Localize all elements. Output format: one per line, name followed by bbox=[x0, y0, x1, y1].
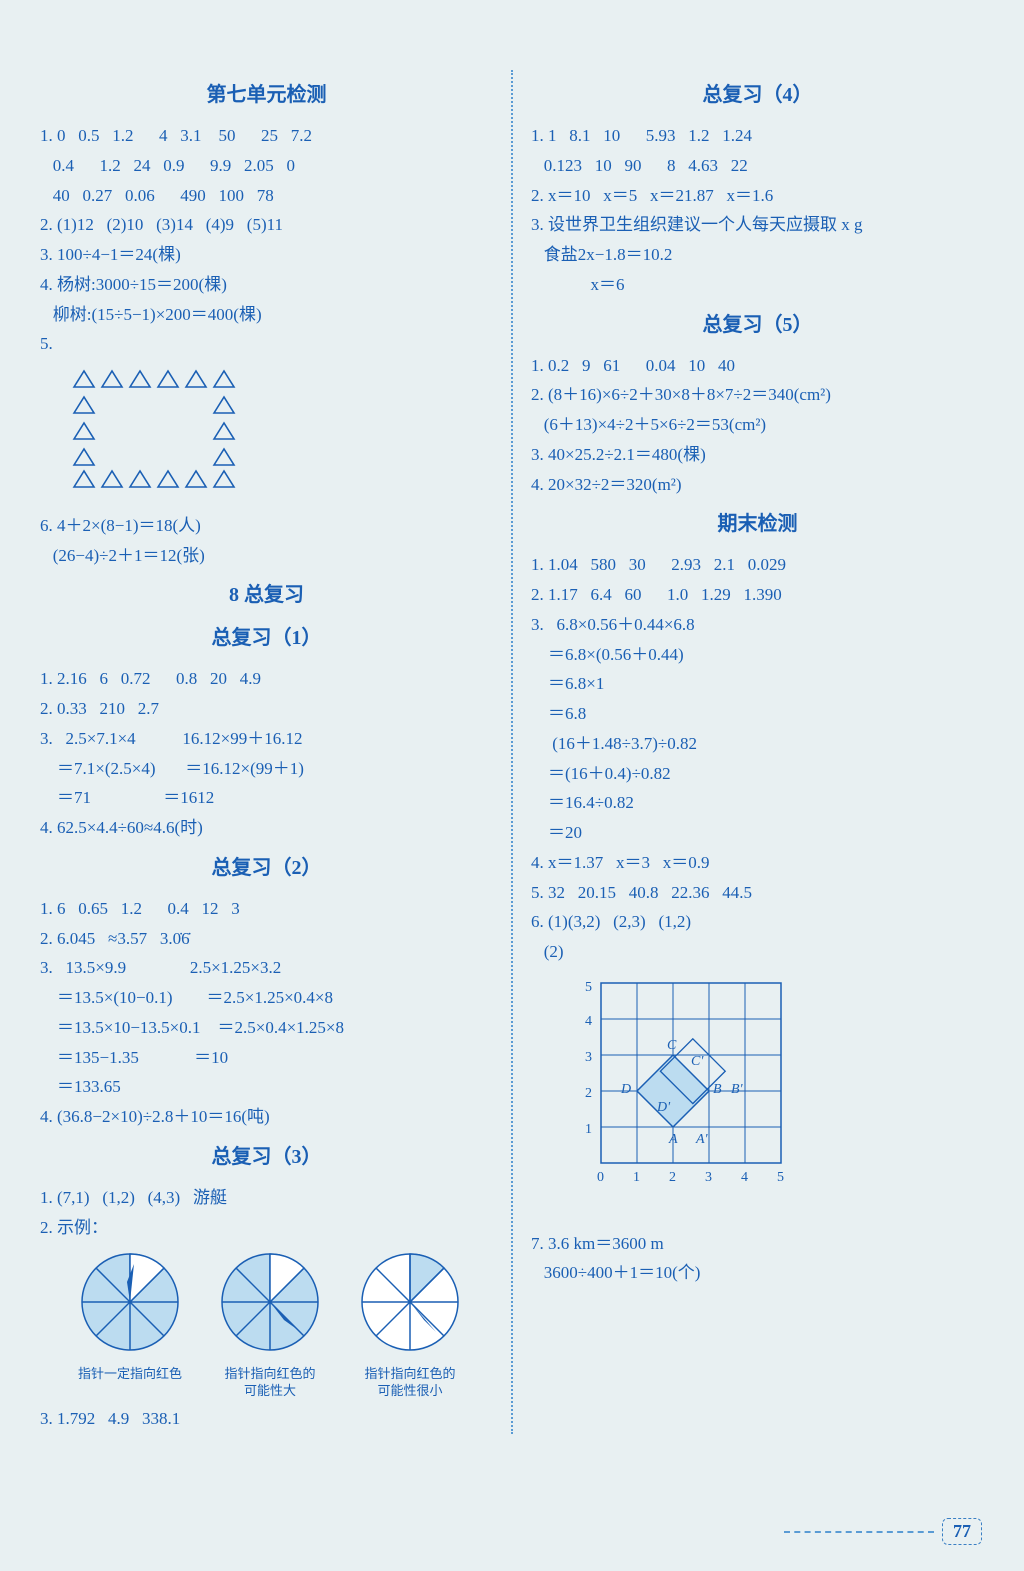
yl4: 4 bbox=[585, 1014, 592, 1029]
ch8-title: 8 总复习 bbox=[40, 578, 493, 613]
f-q7b: 3600÷400＋1＝10(个) bbox=[531, 1258, 984, 1288]
f-q3b: ＝6.8×(0.56＋0.44) bbox=[531, 640, 984, 670]
u7-q6a: 6. 4＋2×(8−1)＝18(人) bbox=[40, 511, 493, 541]
r5-q3: 3. 40×25.2÷2.1＝480(棵) bbox=[531, 440, 984, 470]
r4-q3a: 3. 设世界卫生组织建议一个人每天应摄取 x g bbox=[531, 210, 984, 240]
review2-title: 总复习（2） bbox=[40, 851, 493, 886]
r1-q3b: ＝7.1×(2.5×4) ＝16.12×(99＋1) bbox=[40, 754, 493, 784]
u7-q1a: 1. 0 0.5 1.2 4 3.1 50 25 7.2 bbox=[40, 121, 493, 151]
review1-title: 总复习（1） bbox=[40, 621, 493, 656]
f-q3e: (16＋1.48÷3.7)÷0.82 bbox=[531, 729, 984, 759]
f-q3c: ＝6.8×1 bbox=[531, 669, 984, 699]
page-number: 77 bbox=[942, 1518, 982, 1545]
r5-q2a: 2. (8＋16)×6÷2＋30×8＋8×7÷2＝340(cm²) bbox=[531, 380, 984, 410]
r2-q1: 1. 6 0.65 1.2 0.4 12 3 bbox=[40, 894, 493, 924]
r4-q3b: 食盐2x−1.8＝10.2 bbox=[531, 240, 984, 270]
lbl-C: C bbox=[667, 1038, 677, 1053]
r5-q1: 1. 0.2 9 61 0.04 10 40 bbox=[531, 351, 984, 381]
yl1: 1 bbox=[585, 1122, 592, 1137]
review4-title: 总复习（4） bbox=[531, 78, 984, 113]
r1-q4: 4. 62.5×4.4÷60≈4.6(时) bbox=[40, 813, 493, 843]
u7-q5-label: 5. bbox=[40, 329, 493, 359]
yl3: 3 bbox=[585, 1050, 592, 1065]
r2-q3c: ＝13.5×10−13.5×0.1 ＝2.5×0.4×1.25×8 bbox=[40, 1013, 493, 1043]
f-q3h: ＝20 bbox=[531, 818, 984, 848]
r1-q1: 1. 2.16 6 0.72 0.8 20 4.9 bbox=[40, 664, 493, 694]
xl0: 0 bbox=[597, 1170, 604, 1185]
f-q1: 1. 1.04 580 30 2.93 2.1 0.029 bbox=[531, 550, 984, 580]
r2-q4: 4. (36.8−2×10)÷2.8＋10＝16(吨) bbox=[40, 1102, 493, 1132]
pie3-caption: 指针指向红色的 可能性很小 bbox=[350, 1366, 470, 1400]
lbl-Ap: A' bbox=[695, 1132, 709, 1147]
r3-q2: 2. 示例： bbox=[40, 1213, 493, 1243]
pie3-wrap: 指针指向红色的 可能性很小 bbox=[350, 1252, 470, 1400]
u7-q3: 3. 100÷4−1＝24(棵) bbox=[40, 240, 493, 270]
r4-q2: 2. x＝10 x＝5 x＝21.87 x＝1.6 bbox=[531, 181, 984, 211]
pie1-wrap: 指针一定指向红色 bbox=[70, 1252, 190, 1400]
lbl-Bp: B' bbox=[731, 1082, 744, 1097]
coord-grid-diagram: A A' B B' C C' D D' 0 1 2 3 4 5 1 bbox=[571, 973, 811, 1213]
u7-q6b: (26−4)÷2＋1＝12(张) bbox=[40, 541, 493, 571]
footer-dash bbox=[784, 1531, 934, 1533]
r2-q3a: 3. 13.5×9.9 2.5×1.25×3.2 bbox=[40, 953, 493, 983]
page-root: 第七单元检测 1. 0 0.5 1.2 4 3.1 50 25 7.2 0.4 … bbox=[0, 0, 1024, 1474]
r5-q4: 4. 20×32÷2＝320(m²) bbox=[531, 470, 984, 500]
pie2-caption: 指针指向红色的 可能性大 bbox=[210, 1366, 330, 1400]
u7-q4a: 4. 杨树:3000÷15＝200(棵) bbox=[40, 270, 493, 300]
lbl-D: D bbox=[620, 1082, 631, 1097]
r1-q3a: 3. 2.5×7.1×4 16.12×99＋16.12 bbox=[40, 724, 493, 754]
r3-q1: 1. (7,1) (1,2) (4,3) 游艇 bbox=[40, 1183, 493, 1213]
pie1-caption: 指针一定指向红色 bbox=[70, 1366, 190, 1383]
yl5: 5 bbox=[585, 980, 592, 995]
u7-q1c: 40 0.27 0.06 490 100 78 bbox=[40, 181, 493, 211]
pie-row: 指针一定指向红色 指针指向红色的 可能性大 bbox=[70, 1252, 493, 1400]
r2-q3d: ＝135−1.35 ＝10 bbox=[40, 1043, 493, 1073]
review3-title: 总复习（3） bbox=[40, 1140, 493, 1175]
pie2-icon bbox=[220, 1252, 320, 1352]
xl4: 4 bbox=[741, 1170, 748, 1185]
f-q3a: 3. 6.8×0.56＋0.44×6.8 bbox=[531, 610, 984, 640]
u7-q1b: 0.4 1.2 24 0.9 9.9 2.05 0 bbox=[40, 151, 493, 181]
final-exam-title: 期末检测 bbox=[531, 507, 984, 542]
column-divider bbox=[511, 70, 513, 1434]
r4-q1b: 0.123 10 90 8 4.63 22 bbox=[531, 151, 984, 181]
lbl-Dp: D' bbox=[656, 1100, 671, 1115]
xl2: 2 bbox=[669, 1170, 676, 1185]
xl5: 5 bbox=[777, 1170, 784, 1185]
lbl-Cp: C' bbox=[691, 1054, 704, 1069]
r1-q3c: ＝71 ＝1612 bbox=[40, 783, 493, 813]
yl2: 2 bbox=[585, 1086, 592, 1101]
triangle-rect-diagram bbox=[64, 365, 254, 495]
right-column: 总复习（4） 1. 1 8.1 10 5.93 1.2 1.24 0.123 1… bbox=[531, 70, 984, 1434]
f-q5: 5. 32 20.15 40.8 22.36 44.5 bbox=[531, 878, 984, 908]
f-q3g: ＝16.4÷0.82 bbox=[531, 788, 984, 818]
xl3: 3 bbox=[705, 1170, 712, 1185]
u7-q4b: 柳树:(15÷5−1)×200＝400(棵) bbox=[40, 300, 493, 330]
f-q7a: 7. 3.6 km＝3600 m bbox=[531, 1229, 984, 1259]
r3-q3: 3. 1.792 4.9 338.1 bbox=[40, 1404, 493, 1434]
r5-q2b: (6＋13)×4÷2＋5×6÷2＝53(cm²) bbox=[531, 410, 984, 440]
u7-q2: 2. (1)12 (2)10 (3)14 (4)9 (5)11 bbox=[40, 210, 493, 240]
f-q2: 2. 1.17 6.4 60 1.0 1.29 1.390 bbox=[531, 580, 984, 610]
unit7-title: 第七单元检测 bbox=[40, 78, 493, 113]
left-column: 第七单元检测 1. 0 0.5 1.2 4 3.1 50 25 7.2 0.4 … bbox=[40, 70, 493, 1434]
r4-q3c: x＝6 bbox=[531, 270, 984, 300]
r2-q3b: ＝13.5×(10−0.1) ＝2.5×1.25×0.4×8 bbox=[40, 983, 493, 1013]
lbl-A: A bbox=[668, 1132, 678, 1147]
pie1-icon bbox=[80, 1252, 180, 1352]
f-q4: 4. x＝1.37 x＝3 x＝0.9 bbox=[531, 848, 984, 878]
pie3-icon bbox=[360, 1252, 460, 1352]
f-q3d: ＝6.8 bbox=[531, 699, 984, 729]
f-q3f: ＝(16＋0.4)÷0.82 bbox=[531, 759, 984, 789]
pie2-wrap: 指针指向红色的 可能性大 bbox=[210, 1252, 330, 1400]
xl1: 1 bbox=[633, 1170, 640, 1185]
review5-title: 总复习（5） bbox=[531, 308, 984, 343]
r1-q2: 2. 0.33 210 2.7 bbox=[40, 694, 493, 724]
f-q6b: (2) bbox=[531, 937, 984, 967]
r2-q3e: ＝133.65 bbox=[40, 1072, 493, 1102]
r4-q1a: 1. 1 8.1 10 5.93 1.2 1.24 bbox=[531, 121, 984, 151]
lbl-B: B bbox=[713, 1082, 722, 1097]
r2-q2: 2. 6.045 ≈3.57 3.0̇6̇ bbox=[40, 924, 493, 954]
f-q6a: 6. (1)(3,2) (2,3) (1,2) bbox=[531, 907, 984, 937]
